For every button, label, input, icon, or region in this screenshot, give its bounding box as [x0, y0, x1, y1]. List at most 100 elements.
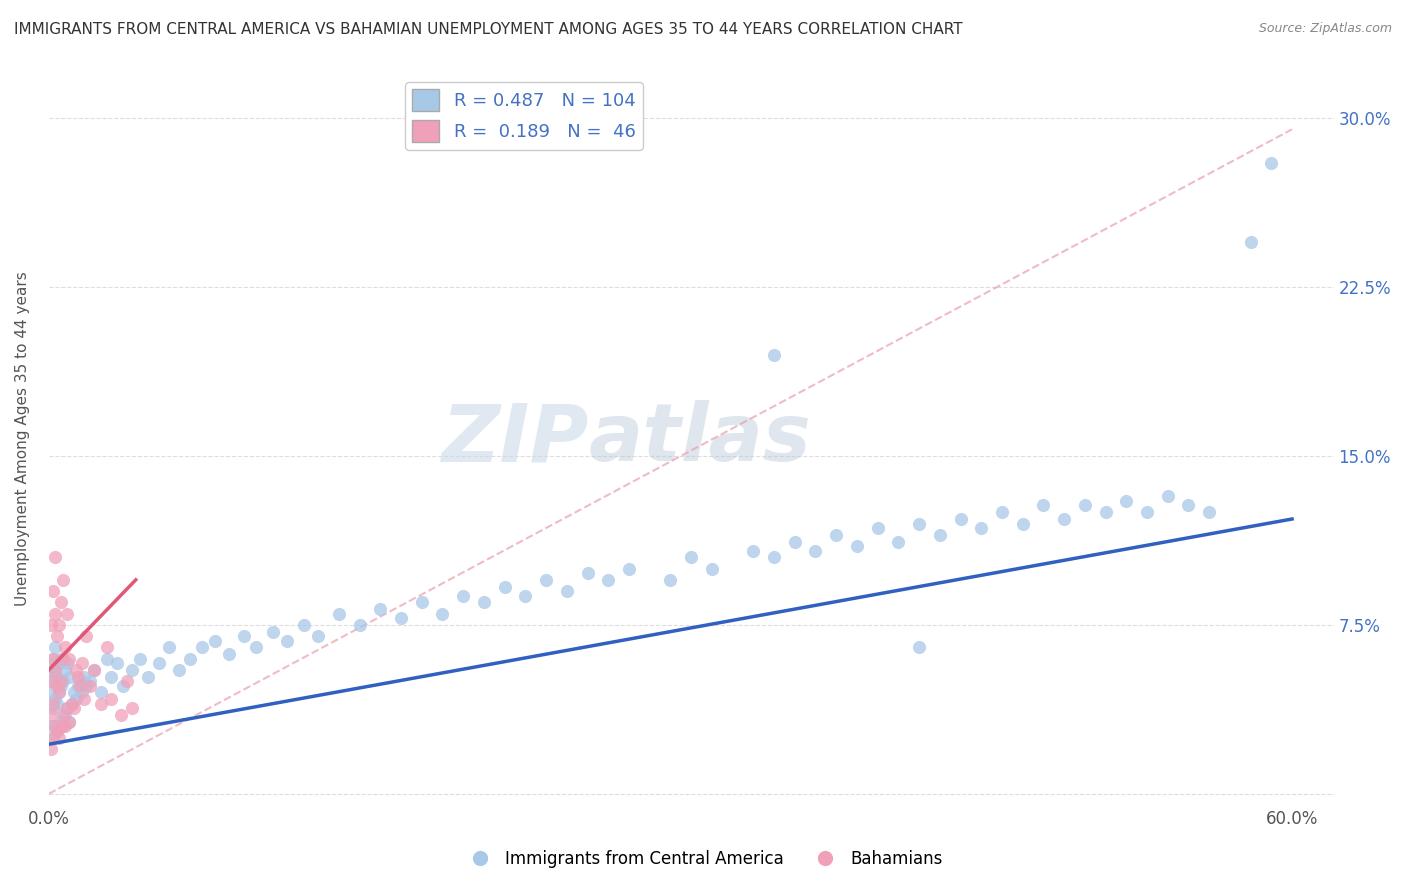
- Point: [56, 701, 79, 715]
- Point: [44, 719, 66, 733]
- Point: [51, 595, 73, 609]
- Point: [845, 539, 868, 553]
- Point: [46, 629, 69, 643]
- Point: [39, 719, 62, 733]
- Point: [60, 697, 83, 711]
- Point: [90, 697, 112, 711]
- Point: [472, 595, 495, 609]
- Point: [62, 701, 84, 715]
- Point: [39, 685, 62, 699]
- Text: atlas: atlas: [588, 400, 811, 478]
- Point: [598, 573, 620, 587]
- Point: [39, 674, 62, 689]
- Point: [75, 679, 97, 693]
- Point: [51, 719, 73, 733]
- Point: [42, 651, 65, 665]
- Point: [58, 670, 80, 684]
- Point: [1053, 512, 1076, 526]
- Point: [117, 674, 139, 689]
- Point: [763, 550, 786, 565]
- Point: [42, 674, 65, 689]
- Point: [42, 731, 65, 745]
- Point: [73, 670, 96, 684]
- Point: [1032, 499, 1054, 513]
- Point: [887, 534, 910, 549]
- Point: [96, 640, 118, 655]
- Point: [349, 618, 371, 632]
- Point: [121, 701, 143, 715]
- Point: [494, 580, 516, 594]
- Point: [1157, 490, 1180, 504]
- Point: [83, 663, 105, 677]
- Point: [53, 708, 76, 723]
- Point: [52, 674, 75, 689]
- Point: [245, 640, 267, 655]
- Point: [48, 685, 70, 699]
- Point: [1011, 516, 1033, 531]
- Point: [56, 607, 79, 621]
- Point: [62, 685, 84, 699]
- Point: [39, 618, 62, 632]
- Point: [73, 692, 96, 706]
- Point: [75, 629, 97, 643]
- Point: [69, 674, 91, 689]
- Point: [44, 607, 66, 621]
- Point: [48, 719, 70, 733]
- Point: [39, 741, 62, 756]
- Point: [42, 584, 65, 599]
- Point: [136, 670, 159, 684]
- Point: [56, 701, 79, 715]
- Point: [783, 534, 806, 549]
- Point: [681, 550, 703, 565]
- Point: [908, 640, 931, 655]
- Point: [1136, 505, 1159, 519]
- Point: [617, 561, 640, 575]
- Point: [42, 651, 65, 665]
- Point: [112, 679, 135, 693]
- Text: Source: ZipAtlas.com: Source: ZipAtlas.com: [1258, 22, 1392, 36]
- Point: [44, 663, 66, 677]
- Point: [58, 714, 80, 729]
- Point: [928, 528, 950, 542]
- Point: [100, 692, 122, 706]
- Point: [991, 505, 1014, 519]
- Point: [48, 731, 70, 745]
- Point: [700, 561, 723, 575]
- Point: [129, 651, 152, 665]
- Point: [52, 719, 75, 733]
- Point: [169, 663, 191, 677]
- Point: [100, 670, 122, 684]
- Point: [58, 651, 80, 665]
- Point: [53, 719, 76, 733]
- Point: [411, 595, 433, 609]
- Point: [866, 521, 889, 535]
- Point: [42, 731, 65, 745]
- Point: [52, 651, 75, 665]
- Text: ZIP: ZIP: [441, 400, 588, 478]
- Text: IMMIGRANTS FROM CENTRAL AMERICA VS BAHAMIAN UNEMPLOYMENT AMONG AGES 35 TO 44 YEA: IMMIGRANTS FROM CENTRAL AMERICA VS BAHAM…: [14, 22, 963, 37]
- Point: [44, 719, 66, 733]
- Point: [79, 679, 101, 693]
- Point: [1115, 494, 1137, 508]
- Point: [1177, 499, 1199, 513]
- Point: [44, 640, 66, 655]
- Point: [44, 663, 66, 677]
- Point: [44, 692, 66, 706]
- Point: [179, 651, 201, 665]
- Point: [46, 723, 69, 738]
- Point: [42, 697, 65, 711]
- Point: [368, 602, 391, 616]
- Point: [908, 516, 931, 531]
- Point: [48, 656, 70, 670]
- Point: [804, 543, 827, 558]
- Point: [204, 633, 226, 648]
- Point: [1094, 505, 1116, 519]
- Point: [79, 674, 101, 689]
- Point: [53, 663, 76, 677]
- Point: [70, 656, 93, 670]
- Point: [949, 512, 972, 526]
- Y-axis label: Unemployment Among Ages 35 to 44 years: Unemployment Among Ages 35 to 44 years: [15, 272, 30, 607]
- Point: [659, 573, 682, 587]
- Point: [110, 708, 132, 723]
- Point: [1198, 505, 1220, 519]
